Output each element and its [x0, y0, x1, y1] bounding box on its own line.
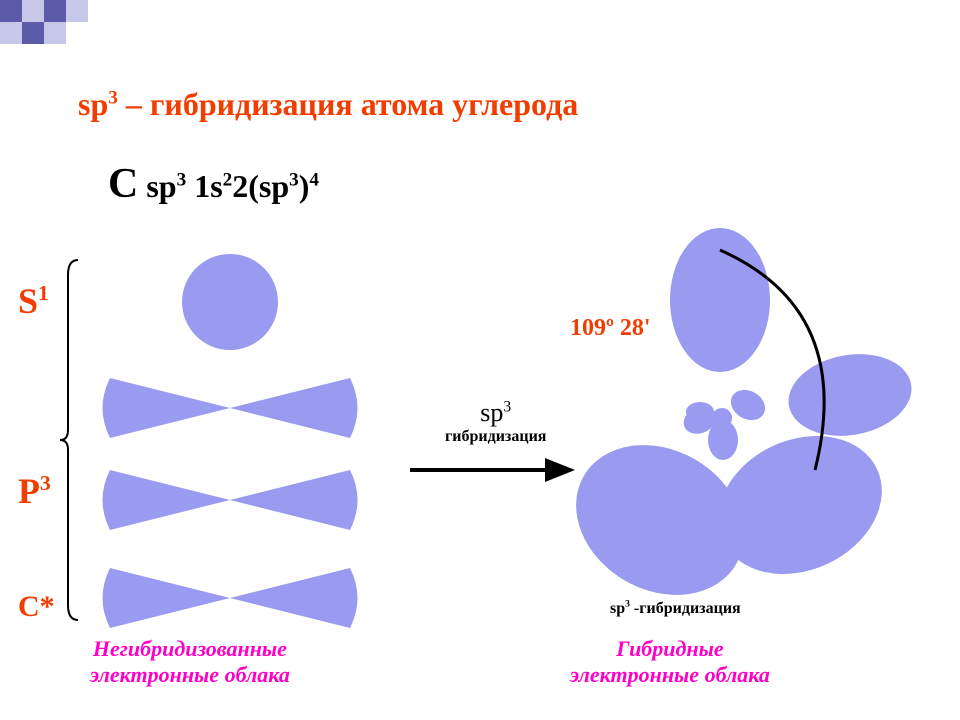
orbital-diagram [0, 0, 960, 720]
p-orbital-1 [103, 378, 358, 438]
bracket [60, 260, 78, 620]
label-s1: S1 [18, 280, 49, 322]
p-orbital-3 [103, 568, 358, 628]
p-orbital-2 [103, 470, 358, 530]
angle-label: 109º 28' [570, 315, 651, 342]
right-small-label: sp3 -гибридизация [610, 600, 741, 618]
arrow-head [545, 458, 575, 482]
caption-right: Гибридные электронные облака [570, 636, 770, 689]
arrow-label: sp3 гибридизация [445, 398, 546, 446]
hybrid-orbitals [549, 228, 918, 625]
label-cstar: C* [18, 590, 55, 624]
label-p3: P3 [18, 470, 51, 512]
s-orbital [182, 254, 278, 350]
caption-left: Негибридизованные электронные облака [90, 636, 290, 689]
